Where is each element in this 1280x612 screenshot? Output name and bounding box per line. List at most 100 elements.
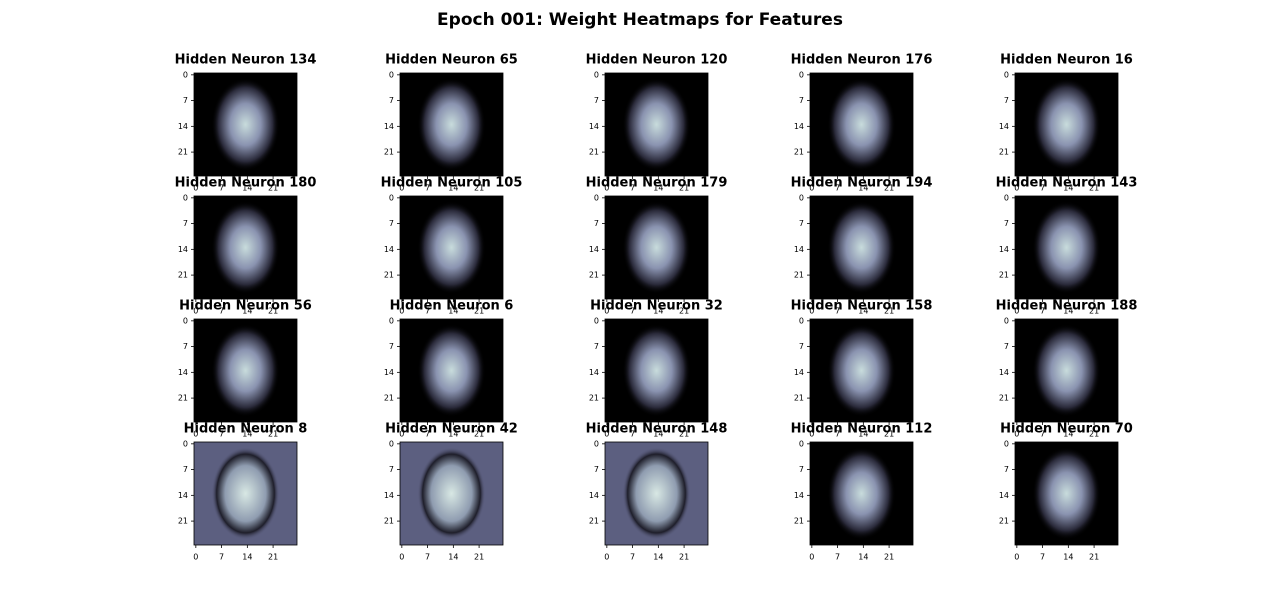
x-tick-label: 21 [474,307,484,316]
y-tick-label: 0 [594,439,599,448]
y-tick-label: 7 [183,342,188,351]
heatmap-image [417,201,486,294]
y-tick-label: 0 [594,316,599,325]
y-tick-label: 7 [799,96,804,105]
y-tick-label: 7 [594,219,599,228]
axes-frame [193,318,298,423]
x-tick-label: 0 [399,553,404,562]
heatmap-image [1032,78,1101,171]
subplot-title: Hidden Neuron 65 [385,53,518,68]
y-tick-label: 0 [183,70,188,79]
y-tick-label: 21 [794,394,804,403]
x-tick-label: 0 [809,430,814,439]
y-tick-label: 0 [389,193,394,202]
heatmap-image [622,324,691,417]
x-tick-label: 14 [653,553,663,562]
y-tick-label: 7 [389,465,394,474]
axes-frame [604,318,709,423]
subplot-title: Hidden Neuron 105 [381,176,523,191]
subplot: Hidden Neuron 65 0 7 14 21 0 7 14 21 [384,53,518,193]
y-tick-label: 0 [389,316,394,325]
y-tick-label: 7 [1004,342,1009,351]
heatmap-image [622,201,691,294]
y-tick-label: 21 [794,271,804,280]
y-tick-label: 14 [384,491,394,500]
axes-frame [809,72,914,177]
subplot: Hidden Neuron 16 0 7 14 21 0 7 14 21 [999,53,1133,193]
y-tick-label: 21 [178,394,188,403]
y-tick-label: 0 [183,439,188,448]
x-tick-label: 7 [425,184,430,193]
x-tick-label: 0 [604,184,609,193]
x-tick-label: 14 [448,553,458,562]
x-tick-label: 0 [809,184,814,193]
x-tick-label: 21 [679,430,689,439]
x-tick-label: 14 [653,307,663,316]
x-tick-label: 7 [835,430,840,439]
y-tick-label: 0 [594,70,599,79]
y-tick-label: 0 [799,70,804,79]
x-tick-label: 14 [242,553,252,562]
y-tick-label: 0 [1004,439,1009,448]
x-tick-label: 21 [268,553,278,562]
x-tick-label: 21 [1089,307,1099,316]
x-tick-label: 14 [858,553,868,562]
x-tick-label: 0 [193,307,198,316]
y-tick-label: 21 [384,394,394,403]
x-tick-label: 14 [242,307,252,316]
axes-frame [604,441,709,546]
x-tick-label: 14 [1063,184,1073,193]
x-tick-label: 0 [1014,553,1019,562]
axes-frame [193,72,298,177]
y-tick-label: 7 [594,465,599,474]
x-tick-label: 0 [399,184,404,193]
subplot-title: Hidden Neuron 32 [590,299,723,314]
subplot-title: Hidden Neuron 8 [184,422,308,437]
y-tick-label: 7 [799,342,804,351]
subplot-title: Hidden Neuron 16 [1000,53,1133,68]
heatmap-image [417,78,486,171]
x-tick-label: 7 [835,307,840,316]
y-tick-label: 14 [178,245,188,254]
x-tick-label: 7 [630,553,635,562]
x-tick-label: 0 [399,307,404,316]
y-tick-label: 0 [799,439,804,448]
y-tick-label: 7 [799,219,804,228]
y-tick-label: 14 [999,368,1009,377]
subplot-title: Hidden Neuron 134 [175,53,317,68]
x-tick-label: 7 [219,430,224,439]
axes-frame [1014,72,1119,177]
x-tick-label: 21 [474,184,484,193]
y-tick-label: 7 [1004,96,1009,105]
x-tick-label: 14 [653,184,663,193]
heatmap-image [827,447,896,540]
y-tick-label: 21 [589,394,599,403]
axes-frame [193,195,298,300]
x-tick-label: 0 [399,430,404,439]
x-tick-label: 21 [268,184,278,193]
subplot-title: Hidden Neuron 158 [791,299,933,314]
axes-frame [604,72,709,177]
axes-frame [809,441,914,546]
subplot-title: Hidden Neuron 188 [996,299,1138,314]
x-tick-label: 14 [1063,430,1073,439]
y-tick-label: 14 [589,122,599,131]
x-tick-label: 0 [1014,430,1019,439]
y-tick-label: 7 [389,342,394,351]
y-tick-label: 21 [589,148,599,157]
x-tick-label: 7 [1040,430,1045,439]
y-tick-label: 14 [589,491,599,500]
x-tick-label: 21 [474,430,484,439]
axes-frame [399,318,504,423]
heatmap-image [417,324,486,417]
y-tick-label: 14 [178,491,188,500]
subplot-title: Hidden Neuron 56 [179,299,312,314]
axes-frame [1014,195,1119,300]
heatmap-image [1032,324,1101,417]
